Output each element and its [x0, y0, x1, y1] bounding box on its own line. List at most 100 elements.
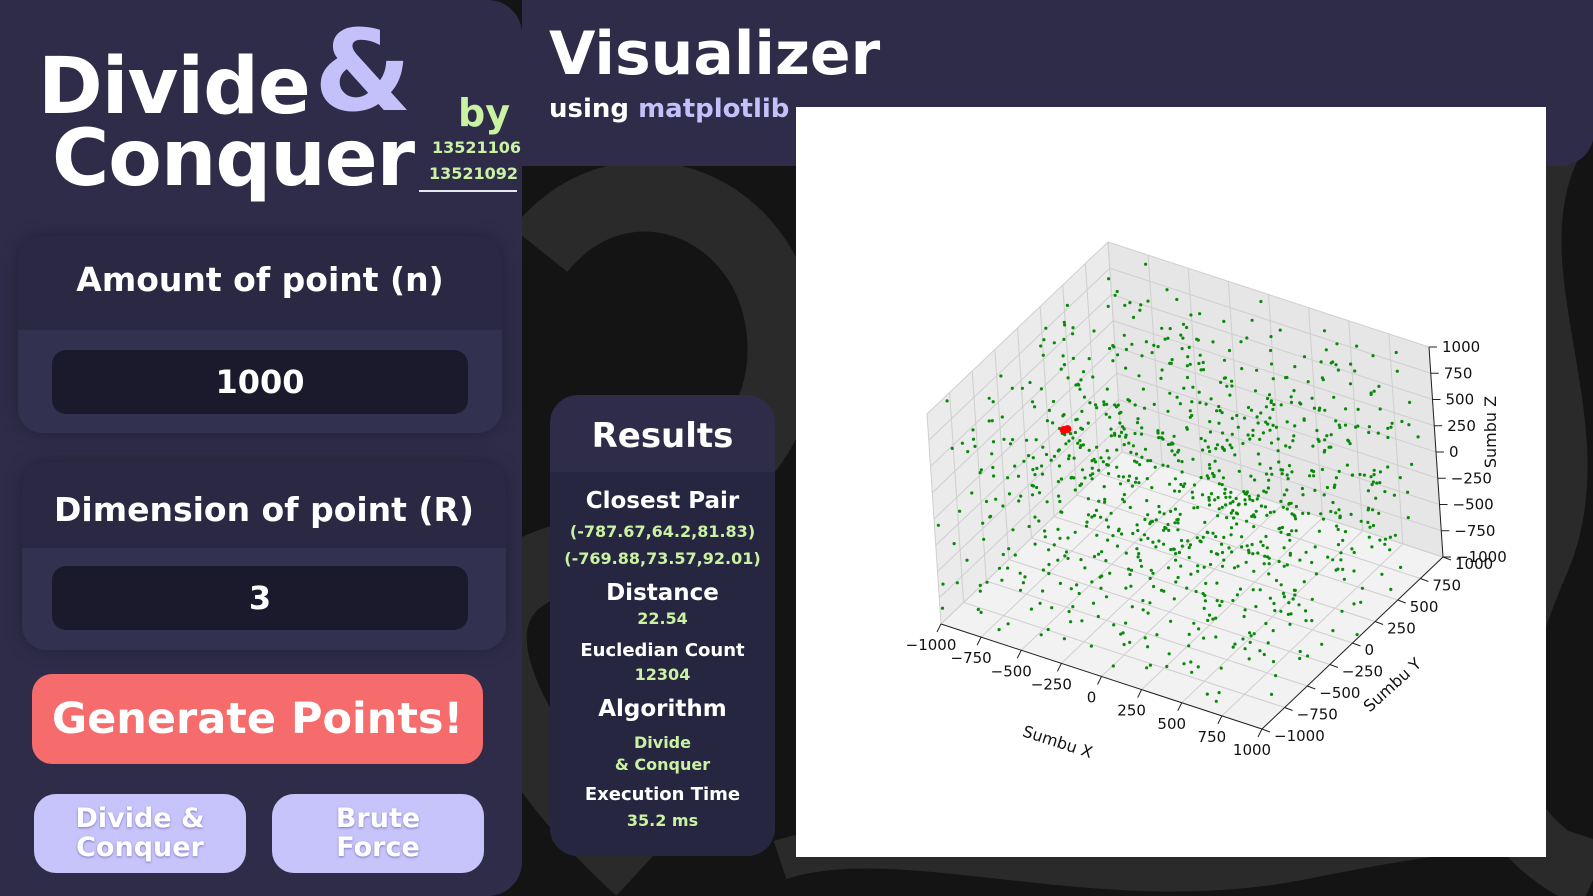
scatter-point [1228, 495, 1232, 499]
scatter-point [1197, 361, 1201, 366]
scatter-point [936, 523, 940, 527]
scatter-point [1323, 408, 1327, 412]
scatter-point [1273, 609, 1277, 613]
scatter-point [1124, 621, 1128, 625]
scatter-point [1146, 513, 1150, 517]
scatter-point [1180, 470, 1184, 474]
scatter-point [1136, 555, 1140, 559]
scatter-point [941, 582, 945, 586]
x-tick-label: −1000 [906, 636, 957, 654]
scatter-point [1369, 475, 1373, 479]
scatter-point [1213, 459, 1217, 463]
scatter-point [1066, 536, 1070, 540]
scatter-point [1248, 640, 1252, 645]
scatter-point [1001, 504, 1005, 508]
scatter-point [1267, 572, 1271, 576]
scatter-point [1113, 431, 1117, 436]
scatter-point [1262, 489, 1266, 493]
scatter-point [1372, 468, 1376, 472]
scatter-point [1292, 434, 1296, 438]
scatter-point [1169, 509, 1173, 513]
x-tick [1257, 728, 1263, 738]
scatter-point [1071, 356, 1075, 360]
divide-conquer-button[interactable]: Divide & Conquer [34, 794, 246, 873]
scatter-point [1121, 631, 1125, 635]
scatter-point [1325, 485, 1329, 490]
scatter-point [1168, 361, 1172, 365]
scatter-point [1248, 437, 1252, 441]
brute-force-button[interactable]: Brute Force [272, 794, 484, 873]
scatter-point [1342, 577, 1346, 581]
scatter-point [1383, 537, 1387, 541]
scatter-point [1104, 595, 1109, 599]
scatter-point [1020, 386, 1024, 390]
scatter-point [1237, 469, 1241, 473]
dimension-input[interactable]: 3 [52, 566, 468, 630]
scatter-point [1168, 391, 1172, 395]
scatter-point [1168, 327, 1172, 331]
scatter-point [1116, 529, 1121, 533]
scatter-point [1187, 345, 1191, 349]
scatter-point [940, 606, 945, 610]
scatter-point [1234, 511, 1238, 515]
scatter-point [1269, 466, 1273, 470]
scatter-point [1320, 467, 1324, 472]
scatter-point [1196, 569, 1200, 573]
scatter-point [1215, 581, 1219, 585]
scatter-point [1362, 473, 1366, 477]
scatter-point [1178, 402, 1182, 406]
scatter-point [1063, 554, 1067, 558]
scatter-point [1011, 438, 1015, 442]
scatter-point [1122, 427, 1126, 431]
amount-input[interactable]: 1000 [52, 350, 468, 414]
scatter-point [1194, 589, 1198, 594]
scatter-point [1106, 525, 1110, 529]
results-band [550, 472, 775, 856]
scatter-point [1104, 559, 1108, 563]
author-underline [419, 190, 517, 192]
author-id-1: 13521106 [432, 138, 522, 157]
scatter-point [970, 491, 974, 495]
scatter-point [1025, 438, 1029, 442]
scatter-point [1371, 480, 1375, 484]
y-tick-label: 0 [1365, 641, 1375, 659]
scatter-point [1310, 396, 1314, 400]
scatter-point [1398, 476, 1402, 480]
scatter-point [1192, 506, 1196, 510]
scatter-point [1123, 303, 1127, 307]
scatter-point [1347, 439, 1351, 443]
results-panel: Results Closest Pair (-787.67,64.2,81.83… [550, 395, 775, 856]
scatter-point [1220, 483, 1224, 487]
scatter-point [1266, 641, 1270, 645]
scatter-point [1051, 399, 1056, 404]
scatter-point [1167, 652, 1171, 656]
scatter-point [990, 419, 994, 423]
generate-points-button[interactable]: Generate Points! [32, 674, 483, 764]
scatter-point [1006, 476, 1010, 480]
scatter-point [1146, 611, 1150, 615]
z-tick-label: 500 [1446, 391, 1475, 409]
scatter-point [1149, 568, 1153, 572]
scatter-point [1388, 548, 1392, 552]
scatter-point [1312, 406, 1316, 410]
scatter-point [1007, 492, 1012, 496]
scatter-point [1289, 400, 1294, 404]
scatter-point [965, 558, 969, 562]
scatter-point [1105, 518, 1109, 522]
scatter-point [1139, 564, 1144, 568]
scatter-point [1331, 629, 1335, 633]
scatter-point [960, 441, 964, 445]
scatter-point [1153, 465, 1157, 469]
scatter-point [1133, 431, 1137, 436]
scatter-point [1174, 558, 1178, 562]
scatter-point [1137, 374, 1141, 378]
scatter-point [1135, 547, 1139, 551]
scatter-point [1124, 551, 1128, 555]
scatter-point [1337, 508, 1341, 512]
scatter-point [1180, 347, 1184, 351]
scatter-point [978, 583, 982, 587]
scatter-point [1234, 496, 1238, 501]
scatter-point [1333, 483, 1337, 487]
scatter-point [1265, 513, 1269, 517]
scatter-point [1173, 521, 1177, 525]
